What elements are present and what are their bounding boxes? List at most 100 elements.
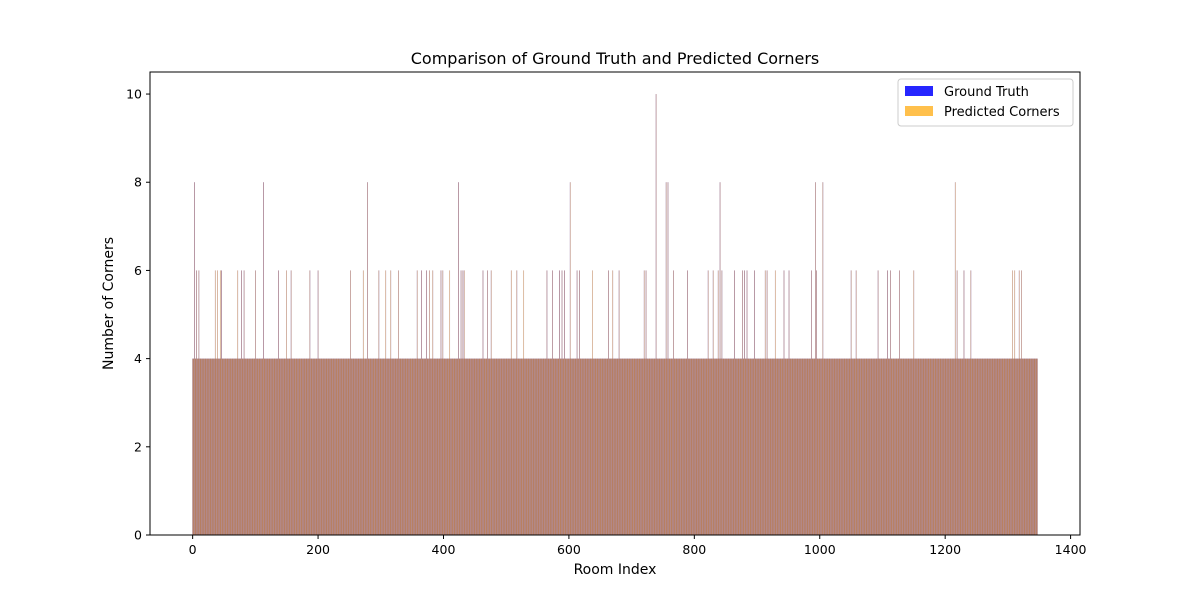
bar — [970, 270, 972, 535]
bar — [865, 358, 866, 535]
bar — [911, 358, 913, 535]
bar — [507, 358, 508, 535]
bar — [824, 358, 826, 535]
bar — [252, 358, 254, 535]
bar — [770, 358, 772, 535]
bar — [621, 358, 622, 535]
bar — [906, 358, 907, 535]
bar — [477, 358, 478, 535]
bar — [941, 358, 943, 535]
bar — [236, 358, 237, 535]
bar — [203, 358, 204, 535]
bar — [645, 270, 647, 535]
bar — [559, 270, 560, 535]
bar — [726, 358, 727, 535]
bar — [502, 358, 503, 535]
bar — [852, 358, 854, 535]
bar — [706, 358, 708, 535]
bar — [339, 358, 341, 535]
bar — [949, 358, 950, 535]
y-tick-label: 4 — [134, 351, 142, 366]
bar — [851, 358, 852, 535]
bar — [462, 270, 464, 535]
bar — [202, 358, 203, 535]
bar — [531, 358, 533, 535]
bar — [697, 358, 699, 535]
bar — [274, 358, 276, 535]
bar — [286, 270, 287, 535]
bar — [580, 358, 582, 535]
bar — [450, 358, 452, 535]
x-tick-label: 200 — [306, 542, 330, 557]
bar — [700, 358, 702, 535]
bar — [209, 358, 210, 535]
bar — [488, 358, 489, 535]
bar — [304, 358, 306, 535]
bar — [731, 358, 732, 535]
bar — [310, 358, 312, 535]
bar — [249, 358, 250, 535]
bar — [722, 358, 724, 535]
bar — [302, 358, 304, 535]
bar — [234, 358, 235, 535]
bar — [508, 358, 509, 535]
bar — [837, 358, 838, 535]
bar — [656, 358, 657, 535]
bar — [399, 358, 401, 535]
bar — [1007, 358, 1009, 535]
bar — [438, 358, 439, 535]
bar — [321, 358, 323, 535]
bar — [260, 358, 261, 535]
bar — [834, 358, 836, 535]
bar — [233, 358, 234, 535]
bar — [731, 358, 733, 535]
bar — [759, 358, 761, 535]
bar — [727, 358, 728, 535]
bar — [711, 358, 713, 535]
bar — [1013, 358, 1015, 535]
bar — [843, 358, 844, 535]
bar — [349, 358, 351, 535]
bar — [636, 358, 637, 535]
bar — [211, 358, 213, 535]
bar — [213, 358, 214, 535]
bar — [680, 358, 682, 535]
bar — [816, 358, 818, 535]
bar — [751, 358, 752, 535]
bar — [535, 358, 536, 535]
bar — [899, 358, 901, 535]
bar — [240, 358, 241, 535]
bar — [376, 358, 377, 535]
bar — [949, 358, 951, 535]
bar — [226, 358, 228, 535]
bar — [453, 358, 454, 535]
bar — [560, 358, 561, 535]
bar — [299, 358, 300, 535]
bar — [456, 358, 457, 535]
bar — [600, 358, 602, 535]
bar — [885, 358, 887, 535]
bar — [489, 358, 491, 535]
bar — [281, 358, 282, 535]
bar — [445, 358, 446, 535]
bar — [227, 358, 229, 535]
bar — [390, 270, 392, 535]
bar — [369, 358, 371, 535]
bar — [344, 358, 345, 535]
legend: Ground Truth Predicted Corners — [897, 78, 1074, 127]
bar — [872, 358, 873, 535]
bar — [914, 358, 915, 535]
bar — [315, 358, 317, 535]
bar — [534, 358, 535, 535]
bar — [797, 358, 799, 535]
bar — [337, 358, 338, 535]
bar — [547, 358, 548, 535]
bar — [200, 358, 202, 535]
bar — [698, 358, 699, 535]
bar — [858, 358, 859, 535]
bar — [930, 358, 931, 535]
bar — [754, 358, 756, 535]
bar — [880, 358, 882, 535]
bar — [850, 358, 851, 535]
bar — [924, 358, 925, 535]
